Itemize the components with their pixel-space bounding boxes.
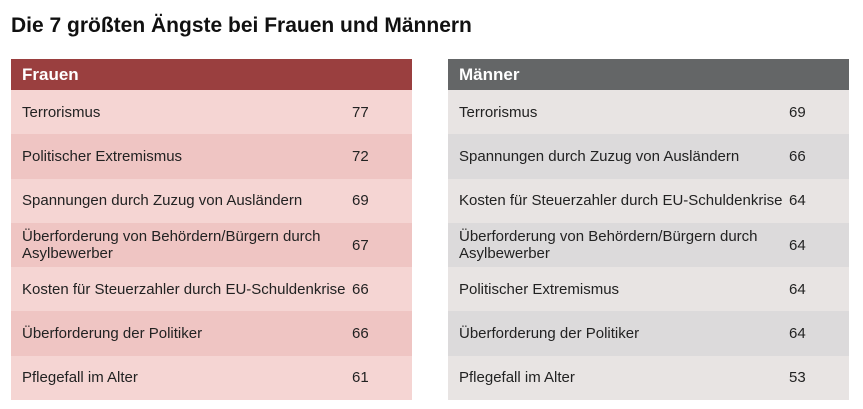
table-row: Terrorismus 77: [11, 90, 412, 135]
row-value: 64: [789, 325, 806, 343]
table-row: Überforderung der Politiker 64: [448, 311, 849, 356]
row-value: 67: [352, 236, 369, 254]
row-value: 72: [352, 147, 369, 165]
table-row: Überforderung von Behördern/Bürgern durc…: [448, 222, 849, 268]
row-label: Überforderung der Politiker: [459, 325, 640, 343]
table-row: Überforderung von Behördern/Bürgern durc…: [11, 222, 412, 268]
row-label: Politischer Extremismus: [22, 147, 183, 165]
row-value: 69: [352, 192, 369, 210]
maenner-table: Männer Terrorismus 69 Spannungen durch Zuz…: [448, 59, 849, 401]
row-label: Spannungen durch Zuzug von Ausländern: [22, 192, 303, 210]
table-row: Spannungen durch Zuzug von Ausländern 69: [11, 178, 412, 223]
row-value: 64: [789, 236, 806, 254]
row-label: Terrorismus: [22, 103, 101, 121]
row-label: Pflegefall im Alter: [22, 369, 138, 387]
table-row: Politischer Extremismus 72: [11, 134, 412, 179]
row-label: Kosten für Steuerzahler durch EU-Schulde…: [22, 280, 346, 298]
table-row: Pflegefall im Alter 53: [448, 355, 849, 401]
row-value: 64: [789, 192, 806, 210]
frauen-table: Frauen Terrorismus 77 Politischer Extremis…: [11, 59, 412, 401]
table-row: Pflegefall im Alter 61: [11, 355, 412, 401]
row-value: 66: [352, 325, 369, 343]
row-label: Überforderung von Behördern/Bürgern durc…: [459, 228, 758, 263]
row-value: 64: [789, 280, 806, 298]
frauen-header: Frauen: [11, 59, 412, 90]
row-value: 53: [789, 369, 806, 387]
page-title: Die 7 größten Ängste bei Frauen und Männ…: [11, 14, 472, 37]
row-label: Pflegefall im Alter: [459, 369, 575, 387]
row-label: Überforderung der Politiker: [22, 325, 203, 343]
row-label: Spannungen durch Zuzug von Ausländern: [459, 147, 740, 165]
row-label: Überforderung von Behördern/Bürgern durc…: [22, 228, 321, 263]
table-row: Überforderung der Politiker 66: [11, 311, 412, 356]
row-label: Kosten für Steuerzahler durch EU-Schulde…: [459, 192, 783, 210]
row-value: 66: [789, 147, 806, 165]
row-value: 69: [789, 103, 806, 121]
table-row: Terrorismus 69: [448, 90, 849, 135]
table-row: Spannungen durch Zuzug von Ausländern 66: [448, 134, 849, 179]
table-row: Kosten für Steuerzahler durch EU-Schulde…: [448, 178, 849, 223]
table-row: Kosten für Steuerzahler durch EU-Schulde…: [11, 267, 412, 312]
row-label: Terrorismus: [459, 103, 538, 121]
row-value: 77: [352, 103, 369, 121]
row-label: Politischer Extremismus: [459, 280, 620, 298]
row-value: 66: [352, 280, 369, 298]
row-value: 61: [352, 369, 369, 387]
maenner-header: Männer: [448, 59, 849, 90]
table-row: Politischer Extremismus 64: [448, 267, 849, 312]
